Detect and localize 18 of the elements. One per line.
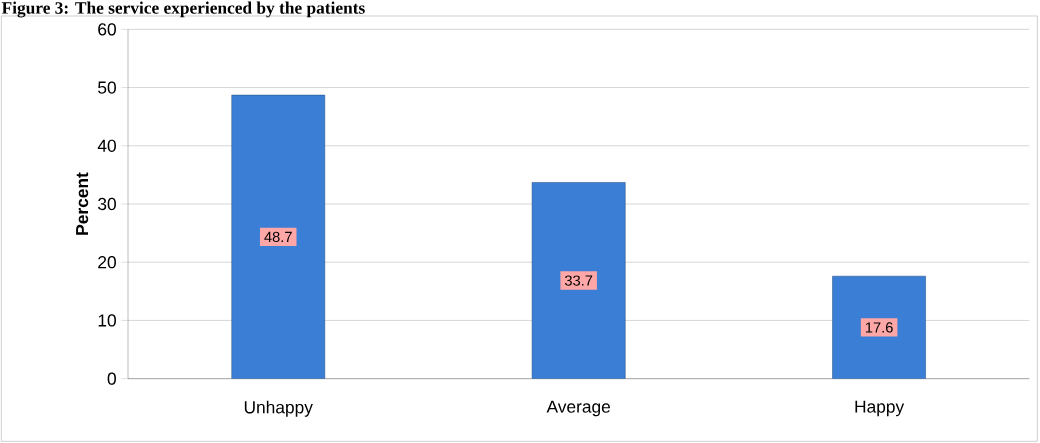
x-tick-label: Happy [855, 400, 905, 417]
y-tick-label: 10 [98, 314, 116, 327]
y-tick-label: 20 [98, 256, 116, 269]
data-label: 48.7 [264, 231, 292, 243]
y-tick-label: 0 [107, 372, 116, 385]
y-axis-title: Percent [76, 172, 89, 235]
x-tick-label: Average [546, 400, 611, 417]
y-tick-label: 30 [98, 198, 116, 211]
y-tick-label: 50 [98, 81, 116, 94]
bar [531, 182, 626, 379]
y-tick-label: 60 [98, 23, 116, 36]
data-label: 17.6 [865, 322, 893, 333]
data-label: 33.7 [564, 275, 593, 286]
chart-title: Figure 3: The service experienced by the patients [1, 1, 365, 18]
x-tick-label: Unhappy [244, 400, 313, 418]
bar [832, 276, 926, 379]
y-tick-label: 40 [97, 139, 116, 153]
bar [231, 95, 326, 379]
